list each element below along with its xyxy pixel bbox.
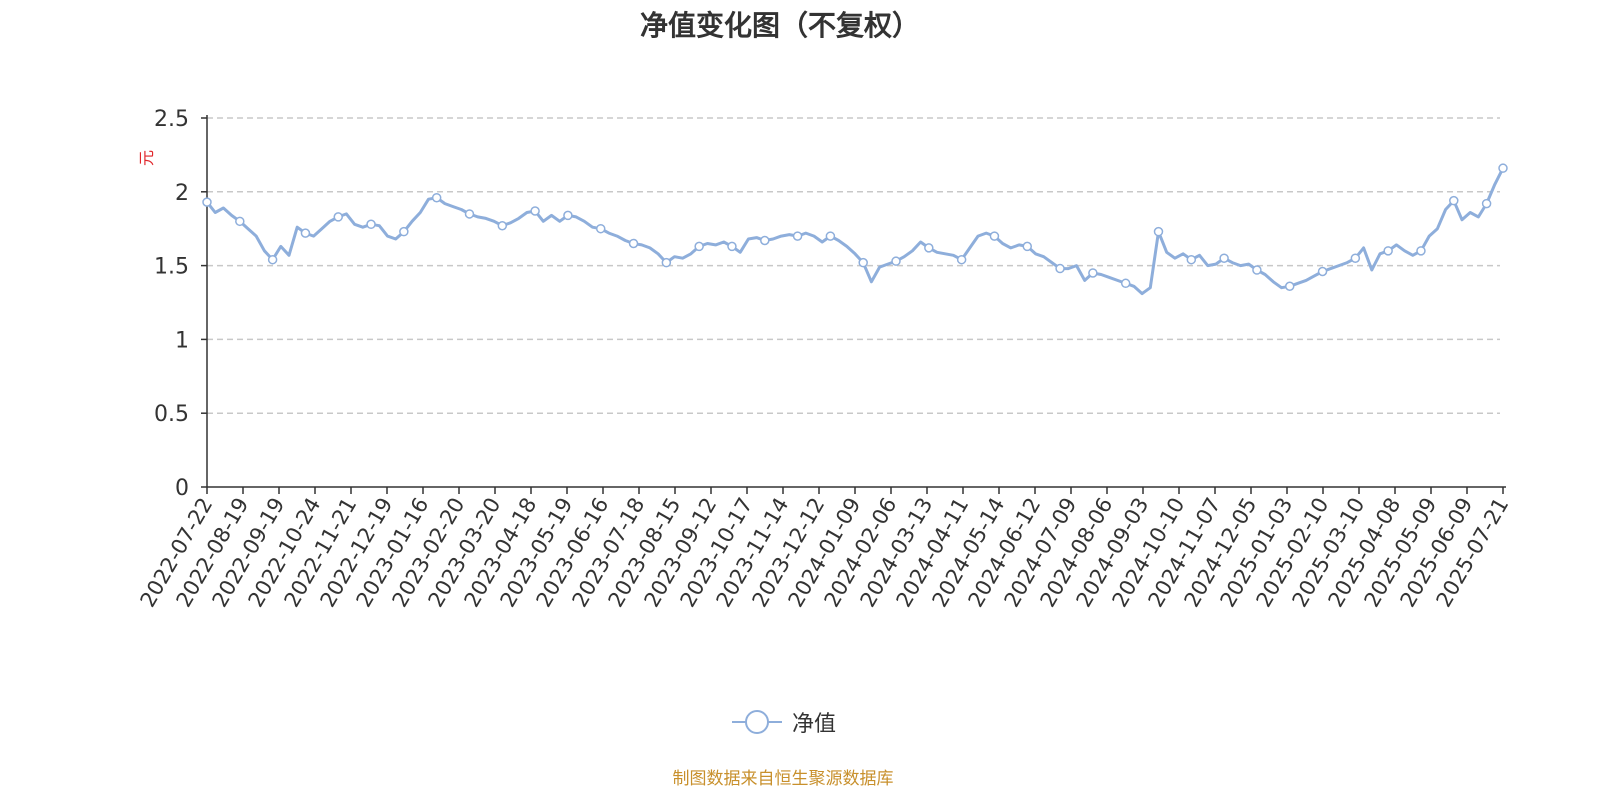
data-point[interactable]: [858, 257, 868, 268]
y-tick-label: 1: [175, 328, 189, 353]
data-point[interactable]: [1022, 241, 1033, 252]
data-point[interactable]: [792, 231, 803, 241]
data-point[interactable]: [760, 235, 770, 246]
y-tick-label: 0: [175, 476, 189, 501]
data-point[interactable]: [694, 241, 704, 252]
data-point[interactable]: [628, 238, 639, 249]
data-point[interactable]: [1416, 246, 1426, 256]
data-point[interactable]: [825, 231, 836, 241]
data-point[interactable]: [399, 226, 409, 237]
data-point[interactable]: [497, 220, 508, 231]
data-point[interactable]: [464, 209, 475, 219]
data-point[interactable]: [891, 256, 901, 266]
data-point[interactable]: [1186, 254, 1197, 265]
y-tick-label: 1.5: [154, 255, 189, 280]
y-tick-label: 2: [175, 181, 189, 206]
data-point[interactable]: [1088, 268, 1098, 278]
data-point[interactable]: [1449, 195, 1459, 206]
data-point[interactable]: [924, 243, 934, 253]
data-point[interactable]: [1055, 263, 1065, 274]
axes: [201, 115, 1506, 494]
data-point[interactable]: [1219, 253, 1229, 263]
legend[interactable]: 净值: [732, 704, 836, 740]
data-point[interactable]: [300, 228, 311, 238]
data-point[interactable]: [1481, 198, 1492, 209]
data-point[interactable]: [333, 212, 343, 222]
data-point[interactable]: [235, 216, 245, 227]
y-tick-label: 0.5: [154, 402, 189, 427]
data-point[interactable]: [431, 192, 442, 203]
data-point[interactable]: [727, 241, 737, 252]
source-note: 制图数据来自恒生聚源数据库: [672, 769, 894, 789]
gridlines: [207, 117, 1500, 414]
data-point[interactable]: [956, 254, 967, 265]
series-layer: [202, 163, 1508, 296]
data-point[interactable]: [530, 206, 540, 216]
data-point[interactable]: [202, 197, 212, 207]
data-point[interactable]: [1284, 281, 1295, 292]
y-axis-title: 元: [137, 150, 156, 166]
chart-title: 净值变化图（不复权）: [639, 9, 920, 42]
data-point[interactable]: [1350, 253, 1361, 263]
y-tick-label: 2.5: [154, 107, 189, 132]
data-point[interactable]: [366, 219, 376, 230]
data-point[interactable]: [1252, 265, 1262, 275]
data-point[interactable]: [1317, 266, 1328, 277]
data-point[interactable]: [1383, 246, 1393, 256]
data-point[interactable]: [1153, 226, 1164, 237]
data-point[interactable]: [1498, 163, 1508, 173]
data-point[interactable]: [1120, 278, 1131, 289]
data-point[interactable]: [595, 223, 606, 234]
legend-marker-icon: [732, 710, 782, 734]
data-point[interactable]: [563, 210, 573, 221]
data-point[interactable]: [267, 254, 278, 265]
data-point[interactable]: [989, 231, 1000, 241]
legend-label: 净值: [792, 712, 837, 737]
data-point[interactable]: [661, 257, 672, 268]
axis-labels: 00.511.522.52022-07-222022-08-192022-09-…: [136, 107, 1514, 611]
